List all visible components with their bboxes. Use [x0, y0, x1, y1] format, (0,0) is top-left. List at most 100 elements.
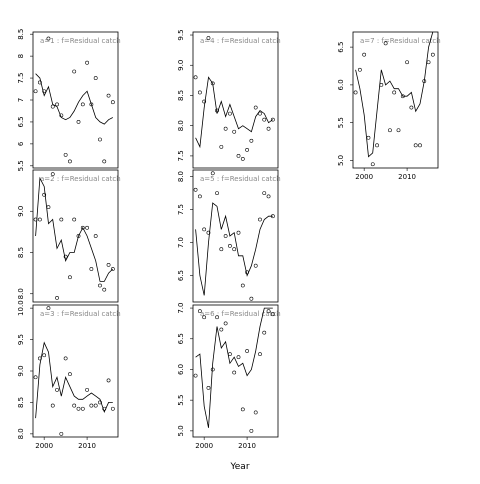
data-point — [206, 36, 211, 40]
data-point — [76, 406, 81, 411]
data-point — [102, 159, 107, 164]
data-point — [197, 194, 202, 199]
data-point — [375, 143, 379, 148]
data-point — [370, 162, 375, 167]
data-point — [228, 243, 232, 248]
data-point — [42, 353, 47, 358]
fitted-line — [355, 31, 434, 158]
data-point — [258, 217, 262, 222]
data-point — [193, 187, 198, 192]
panel-label: a=3 : f=Residual catch — [40, 310, 121, 318]
data-point — [236, 355, 241, 360]
data-point — [206, 385, 211, 390]
data-point — [37, 356, 42, 361]
y-tick-label: 7.5 — [177, 204, 185, 215]
data-point — [37, 217, 42, 222]
panel-label: a=2 : f=Residual catch — [40, 175, 121, 183]
data-point — [37, 80, 42, 85]
x-tick-label: 2010 — [238, 442, 256, 450]
data-point — [266, 309, 271, 314]
data-point — [245, 270, 249, 275]
data-point — [80, 406, 85, 411]
fitted-line — [195, 307, 273, 428]
data-point — [228, 111, 232, 116]
data-point — [63, 254, 68, 259]
data-point — [80, 102, 85, 107]
data-point — [72, 403, 77, 408]
data-point — [85, 60, 89, 65]
y-tick-label: 6.5 — [177, 333, 185, 344]
data-point — [68, 372, 72, 377]
fitted-line — [35, 176, 114, 282]
data-point — [197, 90, 202, 95]
y-tick-label: 8.5 — [17, 29, 25, 40]
data-point — [405, 60, 409, 65]
data-point — [89, 102, 94, 107]
data-point — [68, 275, 72, 280]
y-tick-label: 5.5 — [337, 117, 345, 128]
data-point — [240, 283, 245, 288]
y-tick-label: 5.5 — [17, 160, 25, 171]
data-point — [219, 327, 224, 332]
data-point — [258, 352, 262, 357]
data-point — [106, 262, 111, 267]
data-point — [98, 137, 102, 142]
data-point — [93, 76, 98, 80]
data-point — [110, 267, 115, 271]
data-point — [202, 315, 207, 320]
data-point — [93, 403, 98, 408]
panel-frame — [352, 31, 439, 169]
panel-frame — [192, 31, 279, 169]
y-tick-label: 5.0 — [177, 425, 185, 436]
data-point — [72, 217, 77, 222]
data-point — [206, 230, 211, 235]
fitted-line — [195, 202, 273, 296]
data-point — [249, 296, 254, 301]
y-tick-label: 7.0 — [177, 237, 185, 248]
data-point — [72, 69, 77, 74]
data-point — [249, 138, 254, 143]
data-point — [232, 370, 237, 375]
data-point — [85, 387, 89, 392]
data-point — [430, 52, 435, 57]
y-tick-label: 8.0 — [17, 288, 25, 299]
x-tick-label: 2000 — [35, 442, 53, 450]
data-point — [33, 89, 38, 94]
data-point — [362, 52, 367, 57]
data-point — [253, 410, 258, 415]
data-point — [392, 90, 397, 95]
data-point — [50, 104, 55, 109]
y-tick-label: 6.5 — [337, 42, 345, 53]
fitted-line — [195, 76, 274, 149]
y-tick-label: 8.5 — [17, 247, 25, 258]
data-point — [202, 227, 207, 232]
data-point — [85, 225, 89, 230]
x-axis-label: Year — [229, 462, 249, 472]
data-point — [262, 191, 267, 196]
data-point — [422, 79, 427, 84]
data-point — [240, 157, 245, 161]
data-point — [253, 105, 258, 110]
y-tick-label: 9.5 — [17, 334, 25, 345]
data-point — [418, 143, 422, 148]
y-tick-label: 5.5 — [177, 395, 185, 406]
data-point — [102, 287, 107, 292]
data-point — [68, 159, 72, 164]
data-point — [110, 406, 115, 411]
data-point — [98, 400, 102, 405]
data-point — [236, 154, 241, 158]
y-tick-label: 8.0 — [177, 171, 185, 182]
data-point — [383, 41, 388, 46]
panel-label: a=4 : f=Residual catch — [200, 37, 281, 45]
data-point — [388, 128, 392, 133]
data-point — [59, 431, 64, 436]
data-point — [63, 152, 68, 157]
panel-label: a=1 : f=Residual catch — [40, 37, 121, 45]
data-point — [223, 126, 228, 131]
data-point — [106, 378, 111, 383]
data-point — [262, 117, 267, 122]
data-point — [55, 387, 59, 392]
data-point — [240, 407, 245, 412]
data-point — [270, 214, 275, 219]
data-point — [89, 403, 94, 408]
